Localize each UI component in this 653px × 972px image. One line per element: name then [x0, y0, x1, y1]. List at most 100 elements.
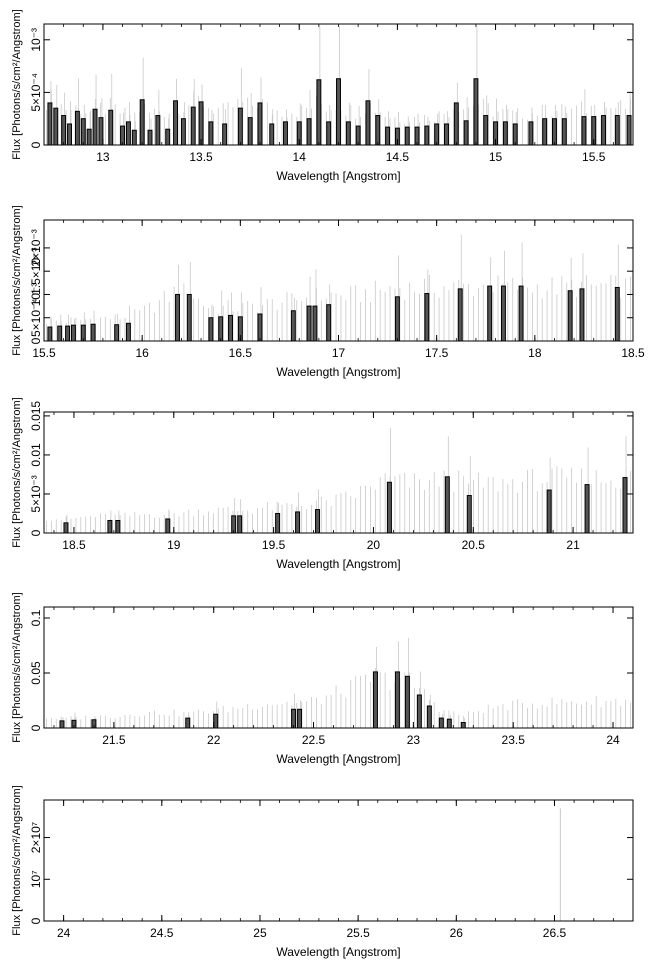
data-bins — [63, 476, 628, 534]
data-bin — [404, 675, 410, 729]
x-tick-label: 26 — [450, 926, 464, 940]
data-bins — [47, 285, 620, 342]
plot-frame — [43, 219, 634, 342]
data-bin — [208, 121, 214, 146]
x-axis-label: Wavelength [Angstrom] — [276, 945, 400, 959]
data-bin — [131, 129, 137, 146]
data-bin — [326, 304, 332, 342]
data-bin — [228, 314, 233, 342]
chart-panel-2: 15.5 16 16.5 17 17.5 18 18.5 05×10⁻⁴10⁻³1.5×10⁻… — [11, 205, 645, 379]
data-bin — [345, 121, 351, 146]
data-bin — [567, 290, 573, 342]
error-bar-group — [46, 234, 631, 341]
x-tick-label: 21.5 — [102, 733, 126, 747]
data-bin — [57, 325, 63, 342]
x-tick-label: 21 — [566, 538, 580, 552]
data-bin — [107, 520, 113, 534]
data-bin — [487, 285, 493, 342]
data-bin — [552, 118, 557, 146]
data-bin — [512, 123, 518, 146]
data-bin — [444, 123, 449, 146]
data-bin — [61, 115, 67, 146]
y-tick-label: 2×10⁷ — [29, 822, 43, 853]
data-bin — [372, 671, 378, 729]
x-tick-label: 25.5 — [346, 926, 370, 940]
data-bin — [518, 285, 524, 342]
y-tick-label: 0 — [29, 337, 43, 344]
x-tick-label: 17 — [332, 346, 346, 360]
x-tick-label: 19 — [167, 538, 181, 552]
data-bin — [336, 78, 341, 146]
data-bin — [424, 125, 430, 146]
data-bin — [306, 118, 312, 146]
x-tick-label: 20.5 — [462, 538, 486, 552]
x-tick-label: 18.5 — [62, 538, 86, 552]
data-bin — [237, 107, 243, 146]
x-tick-label: 23 — [407, 733, 421, 747]
data-bin — [257, 102, 263, 146]
data-bins — [59, 671, 466, 729]
data-bin — [67, 123, 72, 146]
data-bins — [47, 78, 632, 146]
x-tick-label: 13 — [96, 150, 110, 164]
y-tick-label: 0.05 — [29, 661, 43, 685]
data-bin — [460, 722, 466, 729]
data-bin — [218, 316, 224, 342]
x-tick-label: 13.5 — [189, 150, 213, 164]
data-bin — [316, 79, 322, 146]
data-bin — [86, 128, 92, 146]
data-bin — [275, 512, 281, 534]
data-bin — [502, 121, 508, 146]
data-bin — [579, 288, 585, 342]
data-bin — [404, 126, 410, 146]
y-axis-label: Flux [Photons/s/cm²/Angstrom] — [11, 785, 23, 935]
data-bin — [190, 106, 196, 146]
data-bin — [626, 115, 632, 146]
data-bin — [198, 101, 204, 146]
x-tick-label: 18.5 — [621, 346, 645, 360]
data-bin — [269, 123, 275, 146]
data-bin — [394, 296, 400, 342]
data-bin — [466, 495, 472, 534]
x-tick-label: 24.5 — [150, 926, 174, 940]
data-bin — [165, 518, 171, 534]
data-bin — [180, 118, 186, 146]
x-tick-label: 15 — [489, 150, 503, 164]
data-bin — [155, 115, 161, 146]
data-bin — [584, 484, 590, 534]
data-bin — [601, 115, 607, 146]
data-bin — [426, 705, 432, 729]
data-bin — [561, 118, 567, 146]
data-bin — [386, 481, 392, 534]
plot-frame — [43, 606, 634, 729]
y-tick-label: 10⁷ — [29, 870, 43, 888]
data-bin — [375, 115, 381, 146]
x-tick-label: 19.5 — [262, 538, 286, 552]
data-bin — [257, 313, 263, 342]
data-bin — [70, 324, 76, 342]
data-bin — [614, 286, 620, 342]
data-bin — [213, 713, 219, 729]
data-bin — [581, 116, 587, 146]
data-bin — [115, 520, 121, 534]
x-tick-label: 14 — [293, 150, 307, 164]
data-bin — [173, 100, 179, 146]
x-tick-label: 23.5 — [502, 733, 526, 747]
error-bar-group — [46, 637, 631, 728]
data-bin — [59, 720, 65, 729]
data-bin — [98, 117, 104, 146]
x-tick-label: 25 — [253, 926, 267, 940]
x-tick-label: 26.5 — [543, 926, 567, 940]
data-bin — [528, 121, 534, 146]
y-tick-label: 10⁻³ — [29, 28, 43, 52]
x-tick-label: 17.5 — [425, 346, 449, 360]
data-bin — [385, 126, 391, 146]
data-bin — [185, 717, 191, 729]
data-bin — [500, 285, 506, 342]
data-bin — [446, 718, 452, 729]
data-bin — [92, 108, 98, 146]
data-bin — [208, 317, 214, 342]
data-bin — [125, 121, 131, 146]
data-bin — [546, 489, 552, 534]
x-tick-label: 15.5 — [32, 346, 56, 360]
